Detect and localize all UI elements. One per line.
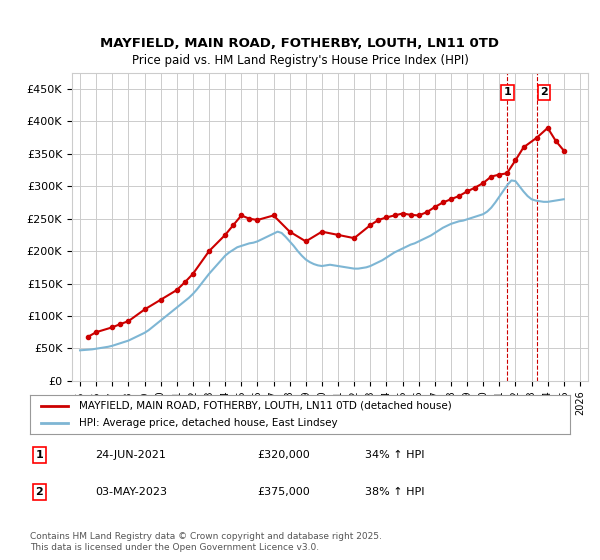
Text: 03-MAY-2023: 03-MAY-2023	[95, 487, 167, 497]
Text: 38% ↑ HPI: 38% ↑ HPI	[365, 487, 424, 497]
Text: MAYFIELD, MAIN ROAD, FOTHERBY, LOUTH, LN11 0TD: MAYFIELD, MAIN ROAD, FOTHERBY, LOUTH, LN…	[101, 38, 499, 50]
Text: 1: 1	[35, 450, 43, 460]
Text: Contains HM Land Registry data © Crown copyright and database right 2025.
This d: Contains HM Land Registry data © Crown c…	[30, 532, 382, 552]
Text: Price paid vs. HM Land Registry's House Price Index (HPI): Price paid vs. HM Land Registry's House …	[131, 54, 469, 67]
Text: 24-JUN-2021: 24-JUN-2021	[95, 450, 166, 460]
Text: 2: 2	[540, 87, 548, 97]
Text: MAYFIELD, MAIN ROAD, FOTHERBY, LOUTH, LN11 0TD (detached house): MAYFIELD, MAIN ROAD, FOTHERBY, LOUTH, LN…	[79, 401, 451, 411]
Text: 2: 2	[35, 487, 43, 497]
Text: £375,000: £375,000	[257, 487, 310, 497]
Text: 34% ↑ HPI: 34% ↑ HPI	[365, 450, 424, 460]
Text: 1: 1	[503, 87, 511, 97]
Text: £320,000: £320,000	[257, 450, 310, 460]
Text: HPI: Average price, detached house, East Lindsey: HPI: Average price, detached house, East…	[79, 418, 337, 428]
